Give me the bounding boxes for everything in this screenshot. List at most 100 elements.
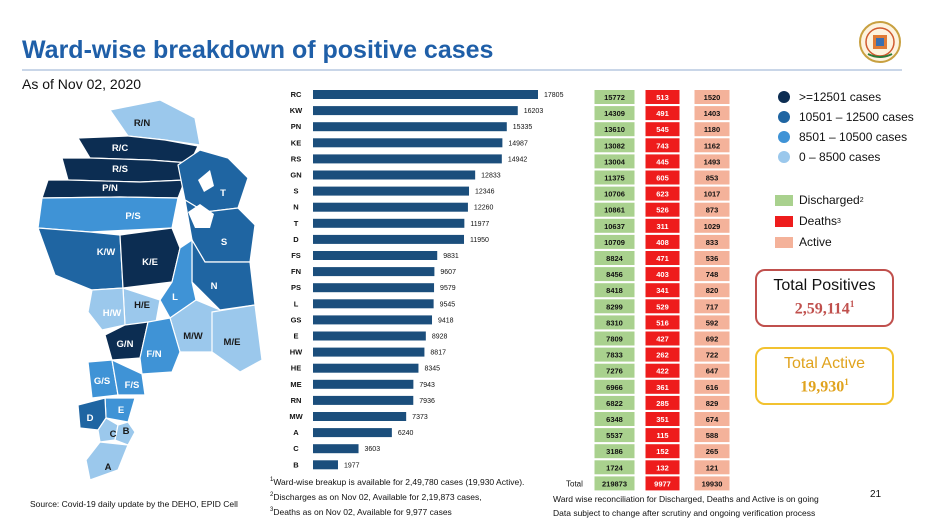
ward-a-area[interactable] <box>85 441 129 481</box>
legend-range-4: 0 – 8500 cases <box>778 150 880 164</box>
ward-bar <box>313 106 518 116</box>
total-active-sup: 1 <box>844 377 849 387</box>
dark-blue-dot-icon <box>778 91 790 103</box>
green-square-icon <box>775 194 793 206</box>
ward-bar-value: 1977 <box>344 462 360 469</box>
table-cell-active <box>693 169 731 186</box>
ward-label-s: S <box>221 237 227 248</box>
table-value-discharged: 13610 <box>604 125 625 134</box>
ward-map: R/N R/C R/S P/N P/S T S K/W K/E N L H/E … <box>37 99 263 481</box>
total-positives-value-wrap: 2,59,1141 <box>757 299 892 318</box>
footnote-3-text: Deaths as on Nov 02, Available for 9,977… <box>273 507 452 517</box>
table-cell-discharged <box>593 282 636 299</box>
table-cell-deaths <box>644 153 681 170</box>
ward-bar-value: 12260 <box>474 205 494 212</box>
ward-category-label: KW <box>290 106 303 115</box>
ward-bar-value: 8928 <box>432 334 448 341</box>
pale-blue-dot-icon <box>778 151 790 163</box>
table-cell-discharged <box>593 266 636 283</box>
ward-l-area[interactable] <box>159 238 197 319</box>
total-positives-value: 2,59,114 <box>794 300 850 318</box>
table-cell-deaths <box>644 298 681 315</box>
ward-bar-value: 9418 <box>438 317 454 324</box>
ward-bar-value: 11950 <box>470 237 489 244</box>
ward-category-label: T <box>294 219 299 228</box>
ward-hw-area[interactable] <box>87 287 126 331</box>
legend-deaths-label: Deaths <box>799 214 838 228</box>
table-value-active: 1520 <box>704 93 721 102</box>
total-cell-discharged <box>593 475 636 492</box>
table-cell-active <box>693 233 731 250</box>
table-value-discharged: 8824 <box>606 254 624 263</box>
table-cell-deaths <box>644 427 681 444</box>
table-cell-active <box>693 459 731 476</box>
ward-category-label: GS <box>291 315 302 324</box>
table-cell-deaths <box>644 137 681 154</box>
ward-label-he: H/E <box>134 300 150 311</box>
table-value-deaths: 623 <box>656 190 669 199</box>
table-value-discharged: 10861 <box>604 206 625 215</box>
table-value-active: 692 <box>706 335 719 344</box>
table-cell-active <box>693 330 731 347</box>
table-cell-active <box>693 427 731 444</box>
ward-bar <box>313 379 414 389</box>
table-cell-active <box>693 298 731 315</box>
ward-category-label: C <box>293 444 299 453</box>
table-value-discharged: 10709 <box>604 238 625 247</box>
ward-bar <box>313 186 470 196</box>
legend-discharged-sup: 2 <box>859 196 864 204</box>
total-active-value: 19,930 <box>800 378 845 396</box>
table-value-discharged: 7833 <box>606 351 623 360</box>
footnote-2: 2Discharges as on Nov 02, Available for … <box>270 492 482 502</box>
table-cell-discharged <box>593 169 636 186</box>
ward-bar <box>313 90 538 99</box>
table-cell-deaths <box>644 105 681 122</box>
ward-bar-value: 9607 <box>440 269 456 276</box>
legend-active-label: Active <box>799 235 832 249</box>
ward-bar <box>313 267 435 277</box>
total-active-label: Total Active <box>784 355 865 372</box>
ward-label-mw: M/W <box>183 331 203 342</box>
legend-range-1: >=12501 cases <box>778 90 881 104</box>
ward-label-fs: F/S <box>125 380 140 391</box>
legend-range-3-label: 8501 – 10500 cases <box>799 130 908 144</box>
ward-label-kw: K/W <box>97 247 116 258</box>
table-value-active: 121 <box>706 463 719 472</box>
ward-bar-value: 11977 <box>470 221 489 228</box>
table-cell-discharged <box>593 89 636 105</box>
total-value-deaths: 9977 <box>654 479 671 488</box>
table-cell-discharged <box>593 298 636 315</box>
legend-deaths: Deaths 3 <box>775 214 841 228</box>
ward-category-label: D <box>293 235 299 244</box>
legend-discharged: Discharged 2 <box>775 193 864 207</box>
table-value-active: 1017 <box>704 190 721 199</box>
table-value-deaths: 311 <box>656 222 668 231</box>
ward-label-e: E <box>118 405 124 416</box>
table-cell-active <box>693 217 731 234</box>
ward-bar-value: 9579 <box>440 285 456 292</box>
table-value-active: 722 <box>706 351 719 360</box>
table-cell-active <box>693 362 731 379</box>
table-cell-active <box>693 250 731 266</box>
ward-bar <box>313 234 465 244</box>
legend-range-2: 10501 – 12500 cases <box>778 110 914 124</box>
ward-bar <box>313 331 426 341</box>
ward-me-area[interactable] <box>211 304 263 373</box>
table-value-deaths: 471 <box>656 254 669 263</box>
table-value-active: 717 <box>706 302 719 311</box>
ward-label-gn: G/N <box>117 339 134 350</box>
legend-range-4-label: 0 – 8500 cases <box>799 150 881 164</box>
table-cell-active <box>693 394 731 411</box>
table-value-active: 647 <box>706 367 719 376</box>
ward-category-label: PN <box>291 122 301 131</box>
ward-bar <box>313 412 407 421</box>
table-value-active: 265 <box>706 447 719 456</box>
ward-label-ke: K/E <box>142 257 158 268</box>
ward-fs-area[interactable] <box>111 358 146 396</box>
ward-bar-value: 9831 <box>443 253 459 260</box>
ward-label-hw: H/W <box>103 308 122 319</box>
table-cell-deaths <box>644 89 681 105</box>
total-active-value-wrap: 19,9301 <box>757 377 892 396</box>
total-row-label: Total <box>566 479 583 488</box>
